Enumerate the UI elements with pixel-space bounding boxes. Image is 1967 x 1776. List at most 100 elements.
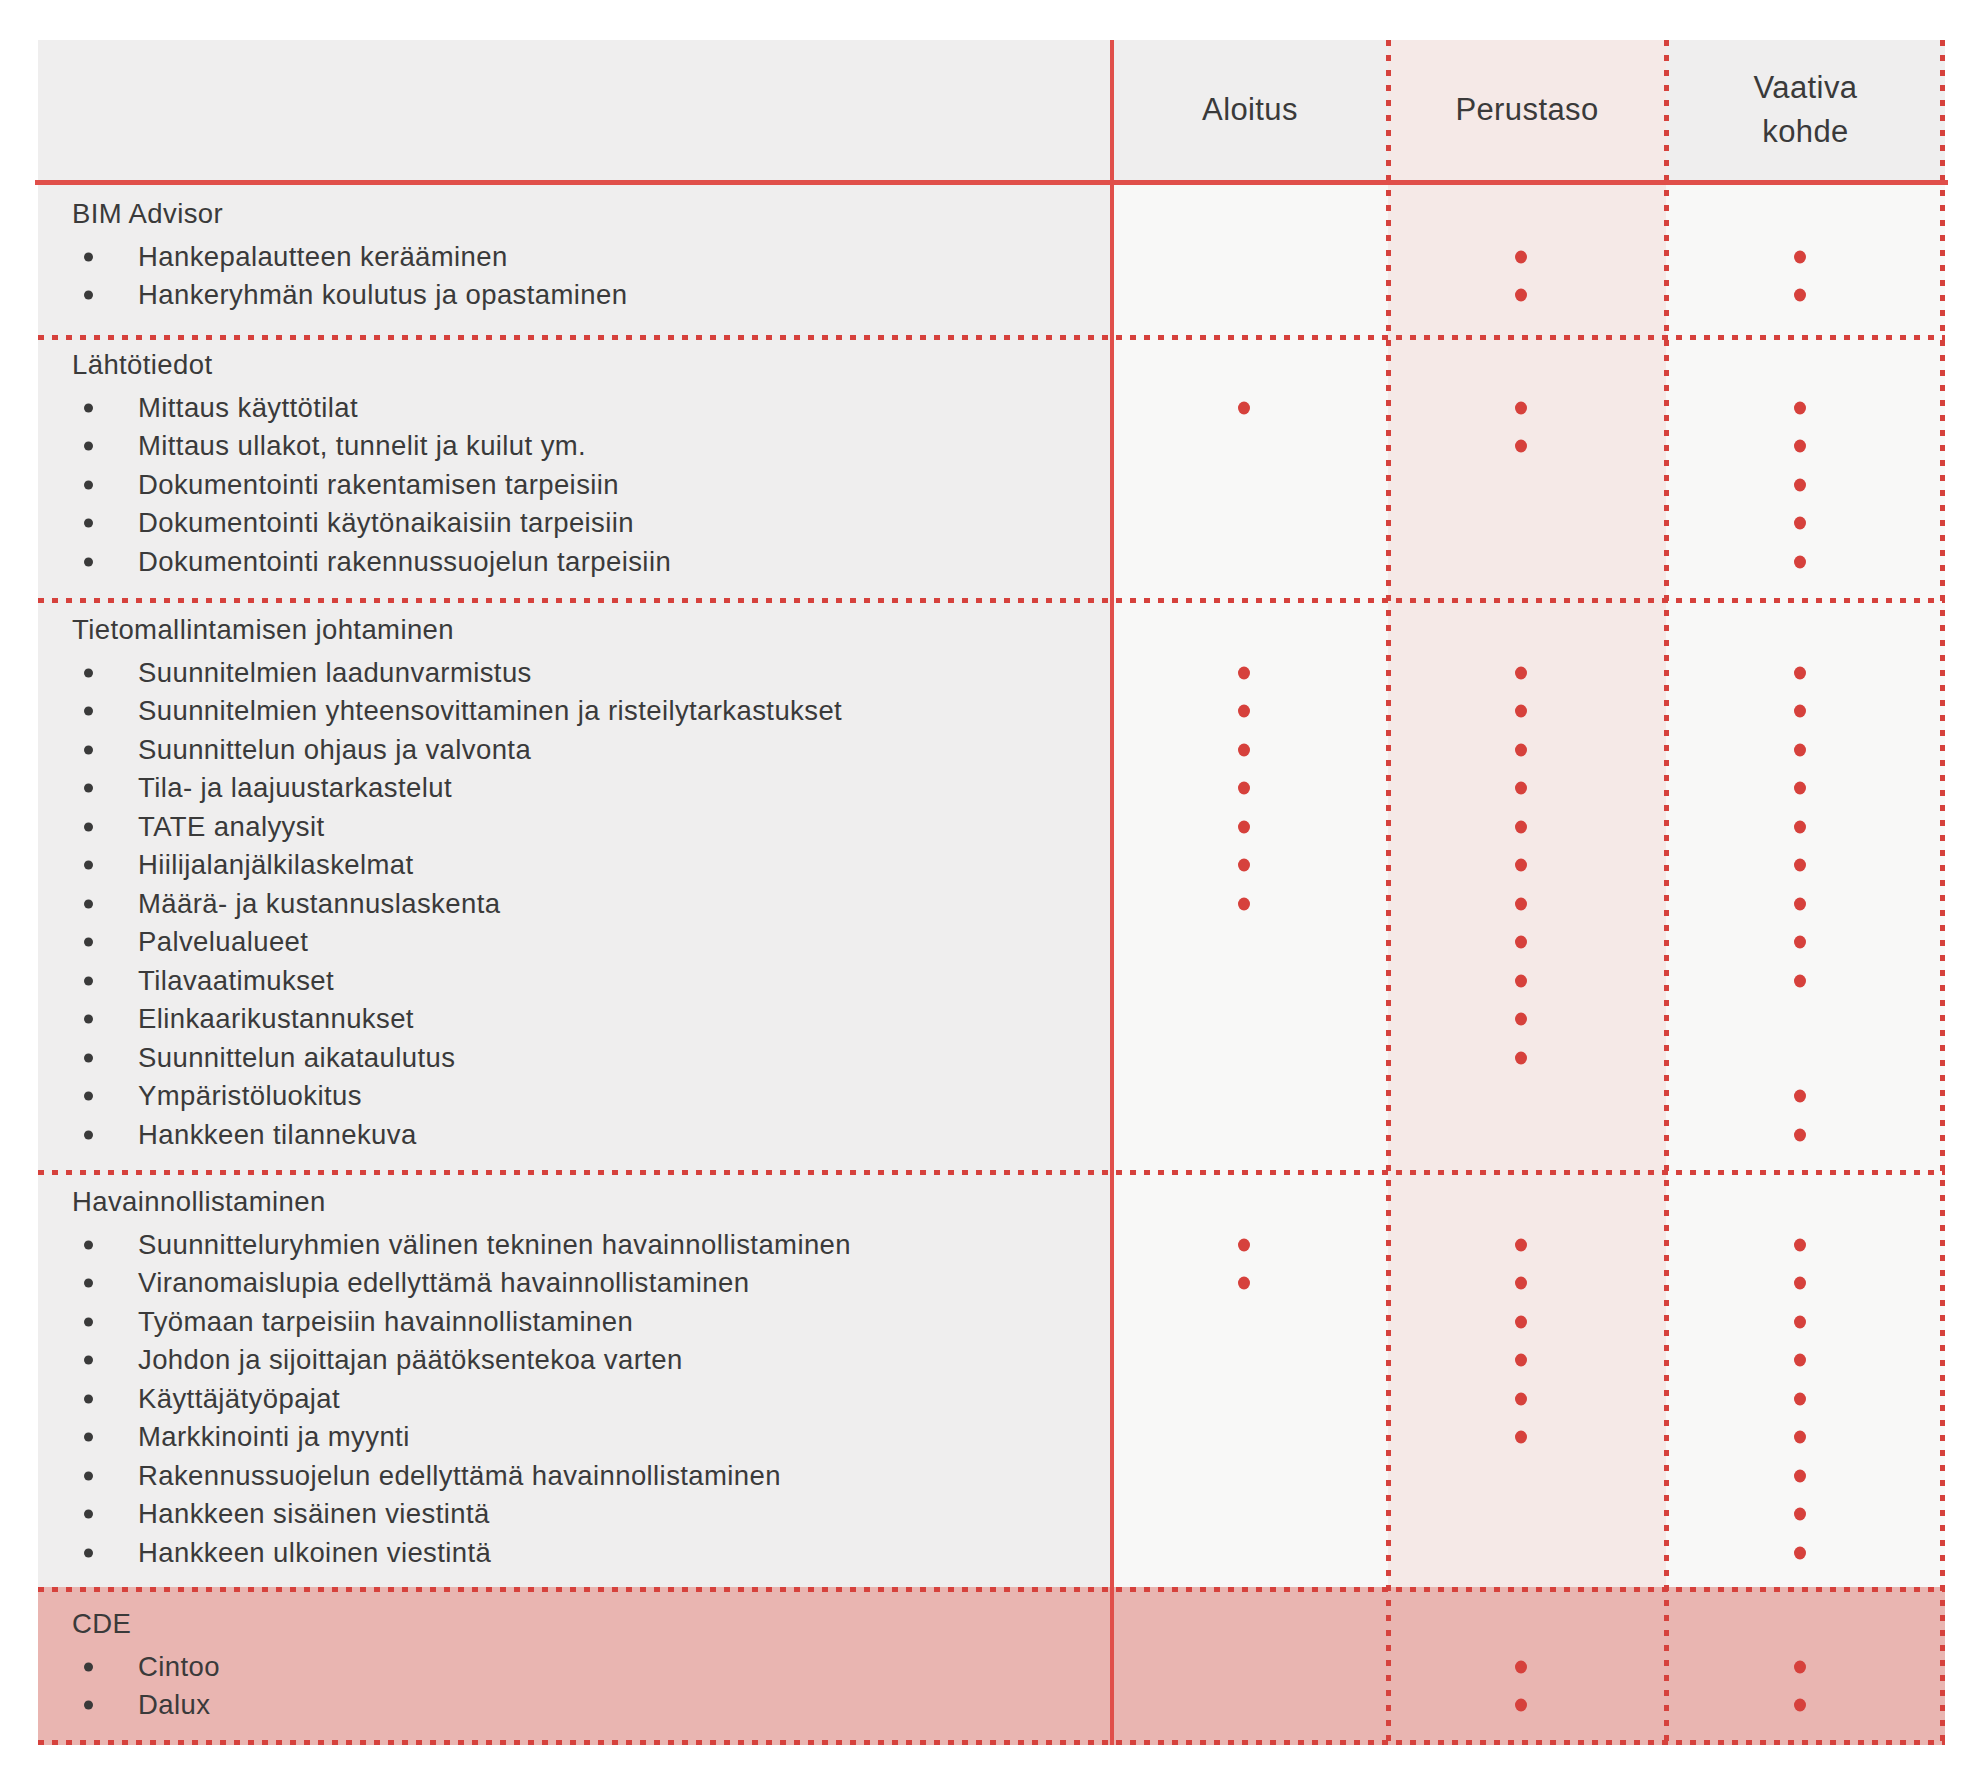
level-dot-vaativa-kohde [1794, 1660, 1806, 1673]
bullet-icon [84, 1015, 93, 1024]
bullet-icon [84, 1662, 93, 1671]
level-dot-perustaso [1515, 974, 1527, 987]
level-dot-perustaso [1515, 897, 1527, 910]
level-dot-vaativa-kohde [1794, 974, 1806, 987]
level-dot-perustaso [1515, 289, 1527, 302]
level-dot-vaativa-kohde [1794, 859, 1806, 872]
service-label: Hankkeen ulkoinen viestintä [138, 1534, 491, 1573]
service-label: TATE analyysit [138, 808, 324, 847]
service-label: Suunnittelun ohjaus ja valvonta [138, 731, 531, 770]
bullet-icon [84, 252, 93, 261]
bullet-icon [84, 707, 93, 716]
document-page: Aloitus Perustaso Vaativa kohde BIM Advi… [0, 0, 1967, 1776]
level-dot-perustaso [1515, 666, 1527, 679]
service-label: Dokumentointi rakennussuojelun tarpeisii… [138, 543, 671, 582]
bullet-icon [84, 480, 93, 489]
level-dot-vaativa-kohde [1794, 1315, 1806, 1328]
level-dot-perustaso [1515, 1392, 1527, 1405]
level-dot-aloitus [1238, 666, 1250, 679]
bullet-icon [84, 1279, 93, 1288]
level-dot-vaativa-kohde [1794, 1546, 1806, 1559]
service-label: Rakennussuojelun edellyttämä havainnolli… [138, 1457, 781, 1496]
service-row: Hankkeen tilannekuva [38, 1116, 1945, 1155]
section-bim-advisor: BIM AdvisorHankepalautteen kerääminenHan… [38, 195, 1945, 315]
service-row: Viranomaislupia edellyttämä havainnollis… [38, 1264, 1945, 1303]
level-dot-perustaso [1515, 440, 1527, 453]
bullet-icon [84, 442, 93, 451]
bullet-icon [84, 784, 93, 793]
bullet-icon [84, 822, 93, 831]
service-row: Suunnitelmien laadunvarmistus [38, 654, 1945, 693]
bullet-icon [84, 668, 93, 677]
level-dot-perustaso [1515, 743, 1527, 756]
bullet-icon [84, 1130, 93, 1139]
level-dot-vaativa-kohde [1794, 1469, 1806, 1482]
service-label: Dokumentointi rakentamisen tarpeisiin [138, 466, 619, 505]
level-dot-aloitus [1238, 1238, 1250, 1251]
service-row: Hankkeen sisäinen viestintä [38, 1495, 1945, 1534]
service-label: Suunnitelmien laadunvarmistus [138, 654, 532, 693]
service-row: Suunnitelmien yhteensovittaminen ja rist… [38, 692, 1945, 731]
level-dot-vaativa-kohde [1794, 1128, 1806, 1141]
level-dot-perustaso [1515, 859, 1527, 872]
service-label: Viranomaislupia edellyttämä havainnollis… [138, 1264, 749, 1303]
level-dot-vaativa-kohde [1794, 1354, 1806, 1367]
service-row: Dokumentointi käytönaikaisiin tarpeisiin [38, 504, 1945, 543]
service-row: Ympäristöluokitus [38, 1077, 1945, 1116]
service-label: Cintoo [138, 1648, 220, 1687]
bullet-icon [84, 1240, 93, 1249]
section-l-ht-tiedot: LähtötiedotMittaus käyttötilatMittaus ul… [38, 346, 1945, 581]
level-dot-perustaso [1515, 1660, 1527, 1673]
service-row: Hiilijalanjälkilaskelmat [38, 846, 1945, 885]
level-dot-vaativa-kohde [1794, 289, 1806, 302]
service-label: Hankepalautteen kerääminen [138, 238, 508, 277]
service-label: Suunnittelun aikataulutus [138, 1039, 455, 1078]
service-label: Hankkeen tilannekuva [138, 1116, 417, 1155]
service-label: Käyttäjätyöpajat [138, 1380, 340, 1419]
level-dot-perustaso [1515, 1277, 1527, 1290]
service-row: Tila- ja laajuustarkastelut [38, 769, 1945, 808]
level-dot-vaativa-kohde [1794, 1090, 1806, 1103]
level-dot-vaativa-kohde [1794, 1238, 1806, 1251]
bullet-icon [84, 1317, 93, 1326]
level-dot-vaativa-kohde [1794, 517, 1806, 530]
level-dot-vaativa-kohde [1794, 1699, 1806, 1712]
level-dot-perustaso [1515, 1238, 1527, 1251]
service-row: Rakennussuojelun edellyttämä havainnolli… [38, 1457, 1945, 1496]
service-label: Dalux [138, 1686, 210, 1725]
level-dot-perustaso [1515, 401, 1527, 414]
level-dot-aloitus [1238, 401, 1250, 414]
service-label: Suunnitteluryhmien välinen tekninen hava… [138, 1226, 851, 1265]
bullet-icon [84, 745, 93, 754]
service-row: Cintoo [38, 1648, 1945, 1687]
section-title: Lähtötiedot [38, 346, 1945, 385]
service-label: Markkinointi ja myynti [138, 1418, 410, 1457]
level-dot-perustaso [1515, 820, 1527, 833]
bullet-icon [84, 403, 93, 412]
service-label: Määrä- ja kustannuslaskenta [138, 885, 500, 924]
level-dot-perustaso [1515, 1354, 1527, 1367]
bullet-icon [84, 976, 93, 985]
service-row: Elinkaarikustannukset [38, 1000, 1945, 1039]
service-row: Työmaan tarpeisiin havainnollistaminen [38, 1303, 1945, 1342]
bullet-icon [84, 1053, 93, 1062]
section-title: Havainnollistaminen [38, 1183, 1945, 1222]
service-label: Elinkaarikustannukset [138, 1000, 414, 1039]
level-dot-aloitus [1238, 820, 1250, 833]
level-dot-perustaso [1515, 1051, 1527, 1064]
section-title: CDE [38, 1605, 1945, 1644]
service-row: Johdon ja sijoittajan päätöksentekoa var… [38, 1341, 1945, 1380]
level-dot-vaativa-kohde [1794, 782, 1806, 795]
service-label: Ympäristöluokitus [138, 1077, 362, 1116]
level-dot-perustaso [1515, 782, 1527, 795]
section-tietomallintamisen-johtaminen: Tietomallintamisen johtaminenSuunnitelmi… [38, 611, 1945, 1154]
level-dot-perustaso [1515, 1013, 1527, 1026]
level-dot-perustaso [1515, 1699, 1527, 1712]
service-label: Mittaus käyttötilat [138, 389, 358, 428]
level-dot-vaativa-kohde [1794, 743, 1806, 756]
level-dot-vaativa-kohde [1794, 250, 1806, 263]
bullet-icon [84, 1510, 93, 1519]
service-row: Tilavaatimukset [38, 962, 1945, 1001]
bullet-icon [84, 1356, 93, 1365]
bullet-icon [84, 899, 93, 908]
